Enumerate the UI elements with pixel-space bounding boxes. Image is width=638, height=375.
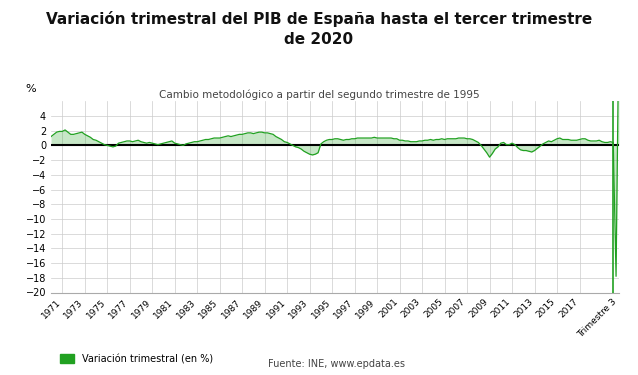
Text: Cambio metodológico a partir del segundo trimestre de 1995: Cambio metodológico a partir del segundo…: [159, 90, 479, 101]
Legend: Variación trimestral (en %): Variación trimestral (en %): [56, 350, 217, 368]
Text: Fuente: INE, www.epdata.es: Fuente: INE, www.epdata.es: [268, 359, 405, 369]
Text: Variación trimestral del PIB de España hasta el tercer trimestre
de 2020: Variación trimestral del PIB de España h…: [46, 11, 592, 47]
Text: %: %: [26, 84, 36, 94]
